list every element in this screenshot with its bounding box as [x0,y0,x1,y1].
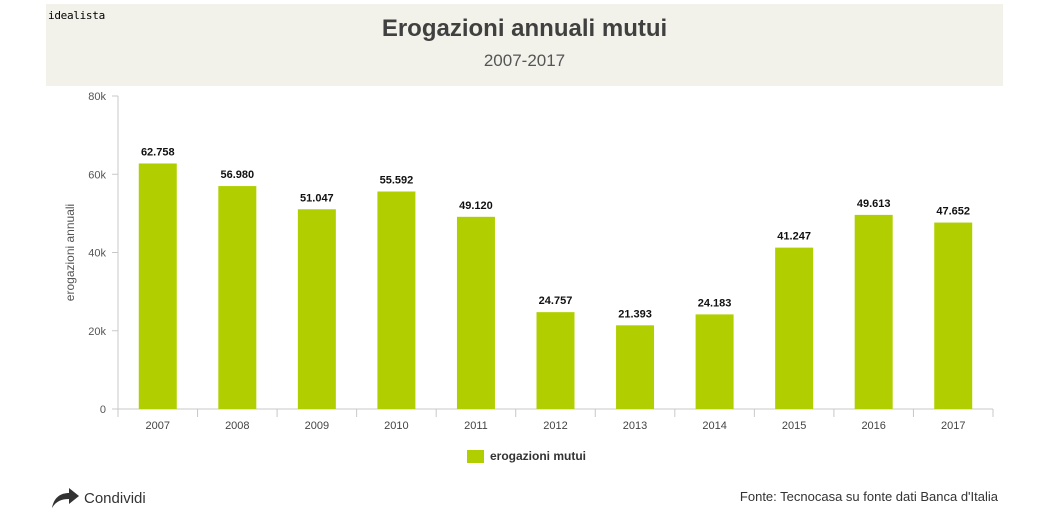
data-label: 47.652 [936,206,970,218]
bar[interactable] [695,314,734,409]
x-tick-label: 2008 [225,420,249,432]
bar[interactable] [297,209,336,409]
chart-subtitle: 2007-2017 [483,51,566,70]
y-tick-label: 40k [88,248,106,260]
data-label: 55.592 [380,174,414,186]
data-label: 24.183 [698,297,732,309]
bars [138,163,973,409]
data-labels: 62.758 56.980 51.047 55.592 49.120 24.757 21.3… [141,146,970,320]
bar[interactable] [854,214,893,409]
bar[interactable] [377,191,416,409]
bar[interactable] [775,247,814,409]
x-tick-label: 2010 [384,420,408,432]
source-note: Fonte: Tecnocasa su fonte dati Banca d'I… [739,489,998,504]
x-tick-label: 2011 [464,420,488,432]
y-tick-label: 80k [88,91,106,103]
y-axis-label: erogazioni annuali [63,204,77,301]
data-label: 24.757 [539,295,573,307]
bar[interactable] [456,216,495,409]
bar[interactable] [138,163,177,409]
header-band [46,4,1003,86]
x-tick-label: 2012 [543,420,567,432]
x-axis: 2007 2008 2009 2010 2011 2012 2013 2014 2015 2016… [117,408,994,432]
y-axis: 0 20k 40k 60k 80k [88,91,119,416]
x-tick-label: 2013 [623,420,647,432]
data-label: 41.247 [777,231,811,243]
data-label: 62.758 [141,146,175,158]
y-tick-label: 0 [100,404,106,416]
share-button[interactable]: Condividi [50,487,146,509]
legend-label: erogazioni mutui [490,449,586,463]
data-label: 56.980 [220,169,254,181]
data-label: 49.613 [857,198,891,210]
share-arrow-icon [52,488,79,508]
legend-swatch [467,449,484,463]
x-tick-label: 2009 [305,420,329,432]
x-tick-label: 2007 [146,420,170,432]
brand-logo[interactable]: idealista [48,9,105,22]
x-tick-label: 2016 [861,420,885,432]
y-tick-label: 20k [88,326,106,338]
data-label: 49.120 [459,200,493,212]
legend[interactable]: erogazioni mutui [0,449,1053,463]
share-label: Condividi [84,489,146,507]
bar[interactable] [218,186,257,409]
x-tick-label: 2017 [941,420,965,432]
data-label: 21.393 [618,308,652,320]
x-tick-label: 2014 [702,420,726,432]
data-label: 51.047 [300,192,334,204]
bar[interactable] [616,325,655,409]
bar[interactable] [536,312,575,409]
bar[interactable] [934,222,973,409]
x-tick-label: 2015 [782,420,806,432]
y-tick-label: 60k [88,169,106,181]
chart-title: Erogazioni annuali mutui [381,15,668,42]
